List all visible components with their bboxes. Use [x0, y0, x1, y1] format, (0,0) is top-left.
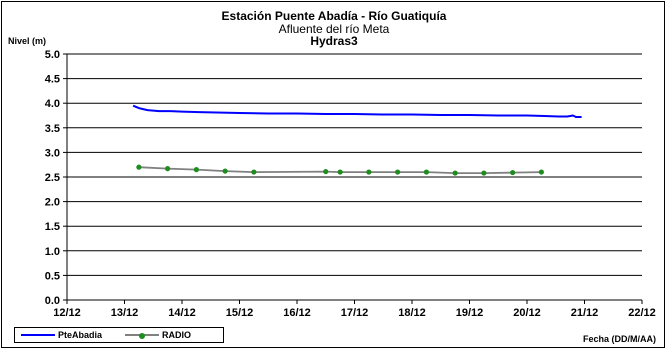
y-tick-label: 5.0 — [45, 49, 60, 61]
chart-subtitle: Afluente del río Meta — [278, 22, 390, 36]
x-tick-label: 14/12 — [168, 307, 196, 319]
data-point-radio — [136, 164, 142, 170]
data-point-radio — [366, 169, 372, 175]
y-tick-label: 2.0 — [45, 197, 60, 209]
legend-label-pteabadia: PteAbadia — [58, 330, 103, 340]
x-tick-label: 16/12 — [283, 307, 311, 319]
grid-lines — [67, 53, 642, 276]
y-tick-label: 4.0 — [45, 98, 60, 110]
data-point-radio — [481, 170, 487, 176]
x-tick-label: 20/12 — [513, 307, 541, 319]
y-tick-label: 0.5 — [45, 270, 60, 282]
legend-item-pteabadia: PteAbadia — [21, 328, 102, 342]
chart-subtitle-2: Hydras3 — [310, 34, 358, 48]
data-point-radio — [337, 169, 343, 175]
y-tick-label: 1.5 — [45, 221, 60, 233]
series-line-radio — [138, 166, 542, 175]
legend: PteAbadia RADIO — [14, 327, 224, 343]
x-tick-label: 17/12 — [341, 307, 369, 319]
series-layer — [132, 104, 582, 176]
y-tick-label: 2.5 — [45, 172, 60, 184]
legend-item-radio: RADIO — [125, 328, 191, 342]
data-point-radio — [452, 170, 458, 176]
data-point-radio — [423, 169, 429, 175]
data-point-radio — [193, 167, 199, 173]
x-tick-label: 22/12 — [628, 307, 656, 319]
y-axis-label: Nivel (m) — [8, 36, 47, 46]
data-point-radio — [165, 166, 171, 172]
x-axis-label: Fecha (DD/M/AA) — [582, 334, 656, 344]
y-tick-label: 1.0 — [45, 246, 60, 258]
tick-labels: 0.0 0.5 1.0 1.5 2.0 2.5 3.0 3.5 4.0 4.5 5.0 12/12 13… — [45, 49, 656, 319]
x-tick-label: 13/12 — [111, 307, 139, 319]
data-point-radio — [222, 168, 228, 174]
legend-label-radio: RADIO — [162, 330, 191, 340]
chart-title: Estación Puente Abadía - Río Guatiquía — [221, 9, 447, 23]
y-tick-label: 3.0 — [45, 147, 60, 159]
legend-marker-radio — [139, 333, 145, 339]
x-tick-label: 18/12 — [398, 307, 426, 319]
data-point-radio — [251, 169, 257, 175]
data-point-radio — [538, 169, 544, 175]
legend-swatch-pteabadia — [21, 334, 55, 336]
data-point-radio — [395, 169, 401, 175]
y-tick-label: 3.5 — [45, 123, 60, 135]
x-tick-label: 12/12 — [53, 307, 81, 319]
y-tick-label: 4.5 — [45, 74, 60, 86]
x-tick-label: 15/12 — [226, 307, 254, 319]
legend-swatch-radio — [125, 333, 159, 339]
axes — [63, 53, 643, 304]
data-point-radio — [323, 168, 329, 175]
x-tick-label: 19/12 — [456, 307, 484, 319]
y-tick-label: 0.0 — [45, 295, 60, 307]
data-point-radio — [510, 169, 516, 176]
x-tick-label: 21/12 — [571, 307, 599, 319]
series-line-pteabadia — [132, 104, 582, 118]
